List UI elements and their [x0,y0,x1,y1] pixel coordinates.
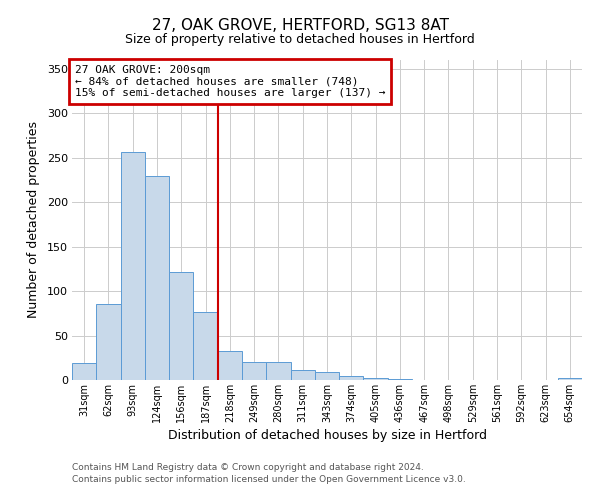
Text: Contains HM Land Registry data © Crown copyright and database right 2024.: Contains HM Land Registry data © Crown c… [72,464,424,472]
Bar [558,378,582,380]
Bar [339,376,364,380]
Bar [218,350,242,380]
Bar [290,370,315,380]
Bar [121,152,145,380]
Bar [145,176,169,380]
Text: 27, OAK GROVE, HERTFORD, SG13 8AT: 27, OAK GROVE, HERTFORD, SG13 8AT [151,18,449,32]
Bar [72,363,96,380]
Bar [364,378,388,380]
Text: Contains public sector information licensed under the Open Government Licence v3: Contains public sector information licen… [72,475,466,484]
Bar [96,304,121,380]
Y-axis label: Number of detached properties: Number of detached properties [27,122,40,318]
Text: Size of property relative to detached houses in Hertford: Size of property relative to detached ho… [125,32,475,46]
Bar [315,372,339,380]
Bar [193,312,218,380]
Bar [169,272,193,380]
Bar [242,362,266,380]
Bar [266,362,290,380]
Bar [388,379,412,380]
X-axis label: Distribution of detached houses by size in Hertford: Distribution of detached houses by size … [167,429,487,442]
Text: 27 OAK GROVE: 200sqm
← 84% of detached houses are smaller (748)
15% of semi-deta: 27 OAK GROVE: 200sqm ← 84% of detached h… [74,65,385,98]
